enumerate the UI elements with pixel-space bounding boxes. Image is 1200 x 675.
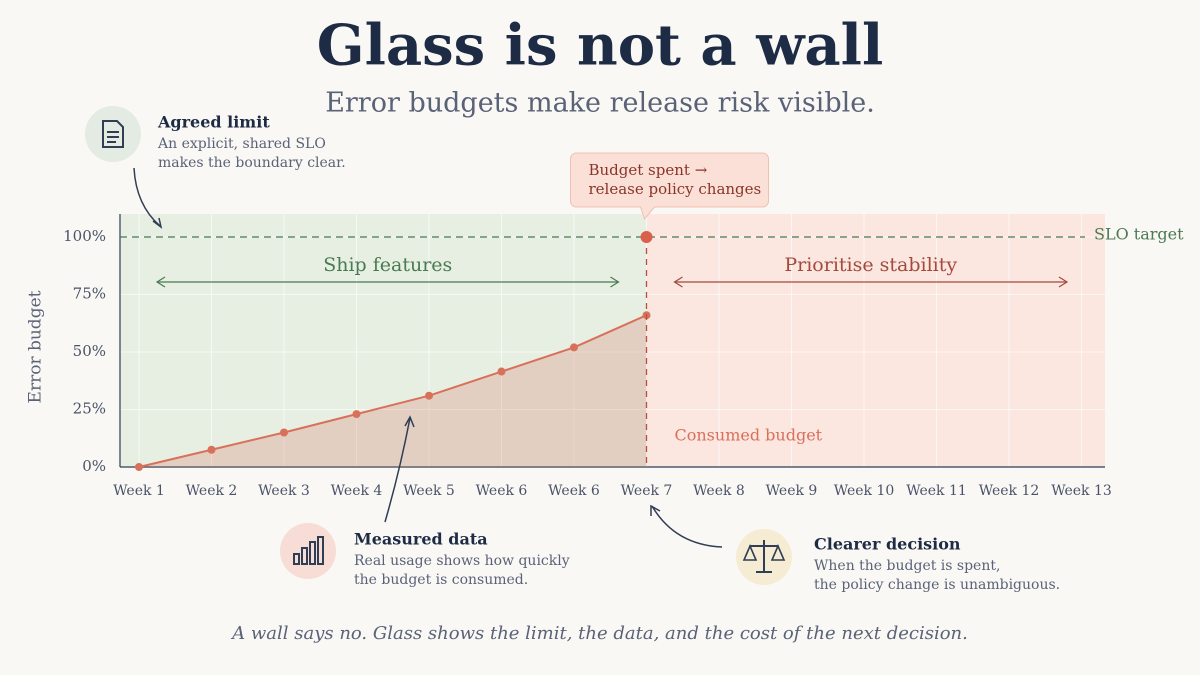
annotation-text: When the budget is spent,: [814, 558, 1000, 574]
x-tick-label: Week 9: [766, 483, 818, 499]
y-tick-label: 75%: [73, 285, 106, 303]
plot: 0% 25% 50% 75% 100% Week 1 Week 2 Week 3 Week 4 W…: [63, 113, 1184, 594]
arrowhead: [650, 504, 661, 516]
point: [497, 367, 506, 376]
x-tick-label: Week 11: [906, 483, 967, 499]
y-tick-label: 100%: [63, 227, 106, 245]
callout-box: [570, 152, 769, 221]
target-label: SLO target: [1094, 225, 1184, 244]
doc-icon: [85, 106, 141, 162]
line: [138, 314, 647, 468]
annotation-text: the budget is consumed.: [354, 572, 528, 588]
y-tick-label: 25%: [73, 400, 106, 418]
point: [135, 463, 143, 471]
y-tick-label: 50%: [73, 342, 106, 360]
y-tick-label: 0%: [82, 457, 106, 475]
annotation-title: Clearer decision: [814, 535, 961, 554]
scale-icon: [736, 529, 792, 585]
annotation-title: Measured data: [354, 530, 488, 549]
y-axis-label: Error budget: [26, 290, 46, 403]
x-tick-label: Week 12: [979, 483, 1040, 499]
x-tick-label: Week 5: [403, 483, 455, 499]
area-fill: [139, 315, 647, 467]
arrowhead: [404, 415, 415, 428]
x-tick-label: Week 13: [1051, 483, 1112, 499]
annotation-text: An explicit, shared SLO: [157, 136, 326, 152]
x-tick-label: Week 8: [693, 483, 745, 499]
point: [570, 343, 578, 352]
callout-text: Budget spent →: [589, 161, 708, 179]
title: Glass is not a wall: [317, 13, 883, 79]
arrowhead: [152, 217, 163, 229]
annotation-title: Agreed limit: [157, 113, 270, 132]
point: [425, 391, 433, 400]
zone-label: Prioritise stability: [784, 254, 957, 276]
connector: [133, 167, 161, 227]
x-tick-label: Week 6: [548, 483, 600, 499]
x-tick-label: Week 10: [834, 483, 895, 499]
callout-text: release policy changes: [589, 180, 762, 198]
x-tick-label: Week 3: [258, 483, 310, 499]
series-label: Consumed budget: [675, 426, 823, 445]
caption: A wall says no. Glass shows the limit, t…: [230, 623, 968, 644]
zone-label: Ship features: [323, 254, 452, 276]
x-tick-label: Week 1: [113, 483, 165, 499]
subtitle: Error budgets make release risk visible.: [325, 88, 875, 119]
annotation-text: makes the boundary clear.: [158, 155, 346, 171]
point: [352, 410, 361, 419]
annotation-text: Real usage shows how quickly: [354, 553, 570, 569]
x-tick-label: Week 2: [186, 483, 238, 499]
point: [207, 445, 216, 454]
decision-point: [640, 231, 653, 243]
point: [280, 428, 288, 437]
connector: [651, 505, 723, 548]
x-tick-label: Week 4: [331, 483, 383, 499]
zone: [120, 214, 647, 467]
connector: [384, 417, 411, 523]
bars-icon: [280, 523, 336, 579]
arrowhead: [673, 276, 1069, 288]
x-tick-label: Week 7: [621, 483, 673, 499]
x-tick-label: Week 6: [476, 483, 528, 499]
arrowhead: [155, 276, 620, 288]
zone: [646, 214, 1105, 467]
annotation-text: the policy change is unambiguous.: [814, 577, 1060, 593]
